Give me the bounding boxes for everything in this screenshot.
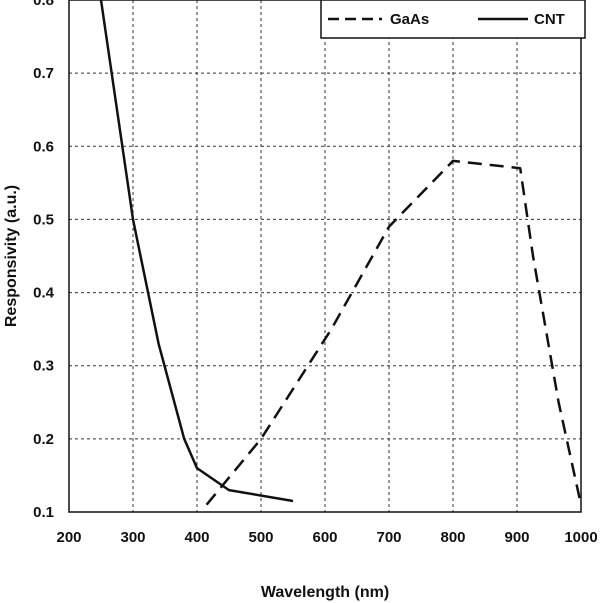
- y-axis-label: Responsivity (a.u.): [3, 185, 20, 327]
- grid-lines: [69, 0, 581, 512]
- series-line-cnt: [99, 0, 294, 503]
- y-tick-label: 0.8: [33, 0, 54, 9]
- plot-area: [69, 0, 581, 512]
- x-axis-label: Wavelength (nm): [261, 584, 389, 601]
- x-tick-label: 600: [312, 529, 337, 546]
- plot-frame: [68, 0, 582, 513]
- y-tick-labels: 0.1 0.2 0.3 0.4 0.5 0.6 0.7 0.8: [33, 0, 55, 521]
- series-lines: [99, 0, 583, 506]
- y-tick-label: 0.2: [33, 431, 54, 448]
- x-tick-label: 500: [248, 529, 273, 546]
- x-tick-label: 800: [440, 529, 465, 546]
- x-tick-label: 1000: [564, 529, 597, 546]
- y-tick-label: 0.5: [33, 211, 54, 228]
- x-tick-labels: 200 300 400 500 600 700 800 900 1000: [56, 529, 597, 546]
- series-line-gaas: [205, 159, 583, 506]
- legend-label-gaas: GaAs: [390, 11, 429, 28]
- legend: GaAs CNT: [320, 0, 586, 39]
- y-tick-label: 0.4: [33, 285, 55, 302]
- legend-label-cnt: CNT: [534, 11, 565, 28]
- x-tick-label: 400: [184, 529, 209, 546]
- x-tick-label: 700: [376, 529, 401, 546]
- x-tick-label: 900: [504, 529, 529, 546]
- x-tick-label: 200: [56, 529, 81, 546]
- y-tick-label: 0.1: [33, 504, 54, 521]
- y-tick-label: 0.6: [33, 138, 54, 155]
- x-tick-label: 300: [120, 529, 145, 546]
- y-tick-label: 0.3: [33, 358, 54, 375]
- y-tick-label: 0.7: [33, 65, 54, 82]
